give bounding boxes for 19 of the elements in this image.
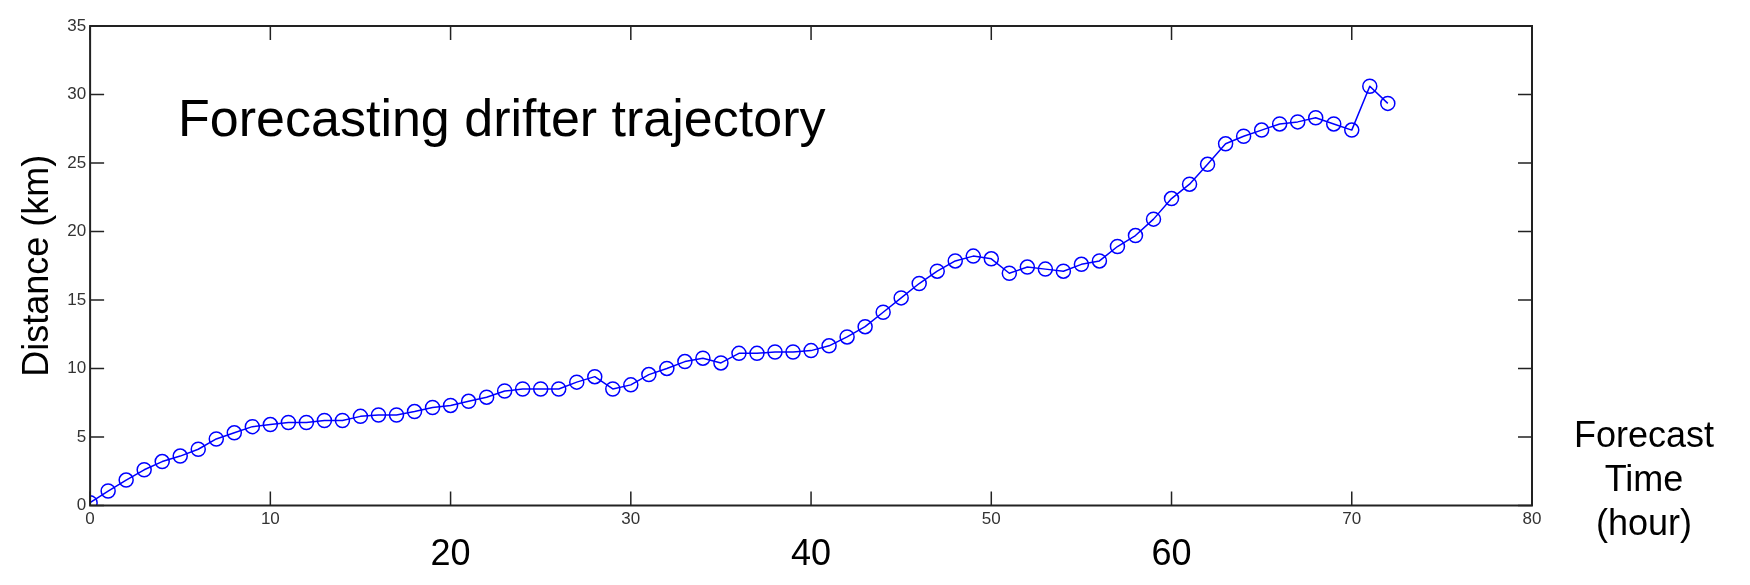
x-tick-label: 70 (1342, 509, 1362, 529)
y-tick-label: 15 (67, 289, 87, 309)
y-tick-label: 5 (76, 426, 87, 446)
x-tick-label: 50 (981, 509, 1001, 529)
x-tick-label: 10 (260, 509, 280, 529)
x2-tick-label: 20 (430, 532, 471, 574)
text: Forecasting drifter trajectory (178, 89, 826, 147)
x-axis-title: Forecast Time (hour) (1573, 414, 1715, 544)
x-tick-label: 30 (621, 509, 641, 529)
y-tick-label: 30 (67, 84, 87, 104)
y-axis-title: Distance (km) (14, 154, 56, 377)
x2-tick-label: 60 (1151, 532, 1192, 574)
y-tick-label: 25 (67, 152, 87, 172)
y-tick-label: 20 (67, 221, 87, 241)
y-tick-label: 35 (67, 15, 87, 35)
x-tick-label: 80 (1522, 509, 1542, 529)
y-tick-label: 0 (76, 495, 87, 515)
y-tick-label: 10 (67, 358, 87, 378)
x2-tick-label: 40 (791, 532, 832, 574)
